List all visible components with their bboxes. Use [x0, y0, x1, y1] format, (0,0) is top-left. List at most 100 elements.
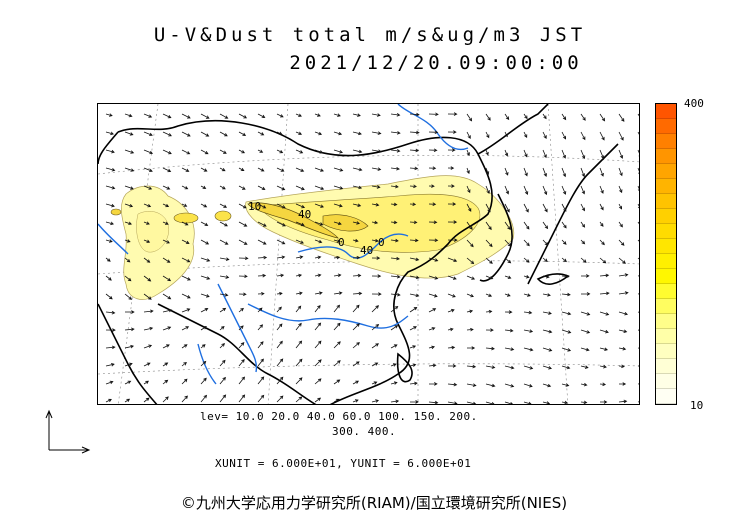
- wind-vector: [409, 400, 419, 404]
- wind-vector: [599, 257, 607, 264]
- wind-vector: [333, 185, 344, 190]
- wind-vector: [504, 275, 512, 279]
- wind-vector: [295, 255, 304, 260]
- wind-vector: [580, 292, 591, 296]
- wind-vector: [542, 347, 553, 352]
- wind-vector: [105, 203, 115, 208]
- colorbar-segment: [656, 314, 676, 329]
- wind-vector: [257, 394, 265, 403]
- rivers: [98, 104, 469, 385]
- wind-vector: [580, 113, 586, 121]
- wind-vector: [219, 293, 229, 297]
- wind-vector: [238, 167, 245, 171]
- wind-vector: [428, 257, 439, 262]
- wind-vector: [447, 401, 458, 404]
- wind-vector: [599, 239, 605, 246]
- wind-vector: [276, 149, 284, 154]
- colorbar-segment: [656, 239, 676, 254]
- wind-vector: [257, 255, 268, 260]
- wind-vector: [371, 343, 379, 349]
- wind-vector: [390, 202, 398, 207]
- wind-vector: [485, 257, 493, 264]
- vector-units: XUNIT = 6.000E+01, YUNIT = 6.000E+01: [215, 457, 472, 470]
- contour-label: 10: [248, 200, 261, 213]
- wind-vector: [637, 167, 639, 174]
- wind-vector: [390, 344, 398, 349]
- wind-vector: [162, 344, 170, 349]
- wind-vector: [409, 166, 419, 171]
- colorbar-segment: [656, 134, 676, 149]
- wind-vector: [409, 275, 420, 280]
- wind-vector: [219, 131, 228, 137]
- wind-vector: [238, 274, 248, 279]
- wind-vector: [618, 346, 627, 351]
- wind-vector: [618, 167, 623, 177]
- wind-vector: [143, 221, 150, 225]
- wind-vector: [162, 203, 170, 208]
- wind-vector: [333, 322, 341, 331]
- colorbar-segment: [656, 329, 676, 344]
- colorbar-segment: [656, 179, 676, 194]
- wind-vector: [504, 383, 515, 388]
- wind-vector: [447, 345, 456, 350]
- wind-vector: [219, 394, 227, 403]
- wind-vector: [181, 378, 188, 385]
- wind-vector: [580, 311, 591, 316]
- wind-vector: [580, 257, 587, 263]
- wind-vector: [447, 257, 458, 262]
- wind-vector: [238, 325, 244, 331]
- wind-vector: [276, 395, 284, 403]
- wind-vector: [428, 238, 439, 243]
- wind-vector: [637, 329, 639, 331]
- wind-vector: [276, 376, 284, 385]
- colorbar-max-label: 400: [684, 97, 704, 110]
- wind-vector: [466, 383, 477, 387]
- wind-vector: [162, 221, 169, 225]
- wind-vector: [371, 185, 381, 189]
- wind-vector: [618, 311, 629, 316]
- wind-vector: [124, 131, 134, 136]
- wind-vector: [618, 185, 623, 194]
- wind-vector: [162, 257, 171, 263]
- wind-vector: [371, 362, 379, 367]
- wind-vector: [162, 379, 169, 385]
- wind-vector: [200, 257, 211, 262]
- wind-vector: [390, 220, 398, 225]
- wind-vector: [466, 131, 471, 140]
- wind-vector: [618, 364, 625, 369]
- wind-vector: [371, 399, 379, 403]
- wind-vector: [504, 203, 510, 213]
- wind-vector: [371, 256, 381, 260]
- wind-vector: [219, 342, 226, 349]
- wind-vector: [352, 113, 361, 117]
- wind-vector: [447, 202, 457, 206]
- wind-vector: [333, 203, 343, 208]
- wind-vector: [599, 131, 605, 141]
- wind-vector: [276, 358, 284, 367]
- wind-vector: [409, 220, 418, 225]
- wind-vector: [428, 220, 438, 224]
- wind-vector: [105, 345, 116, 350]
- wind-vector: [238, 185, 246, 190]
- wind-vector: [181, 257, 191, 263]
- wind-vector: [542, 113, 547, 120]
- wind-vector: [542, 311, 552, 315]
- wind-vector: [352, 167, 363, 172]
- wind-vector: [371, 292, 382, 296]
- wind-vector: [314, 397, 322, 403]
- wind-vector: [428, 112, 439, 117]
- wind-vector: [352, 323, 360, 331]
- wind-vector: [257, 149, 264, 153]
- wind-vector: [485, 365, 496, 369]
- wind-vector: [580, 149, 586, 159]
- wind-vector: [542, 293, 551, 297]
- wind-vector: [143, 113, 153, 118]
- wind-vector: [371, 149, 382, 153]
- wind-vector: [542, 239, 549, 246]
- wind-vector: [200, 149, 209, 155]
- colorbar-segment: [656, 299, 676, 314]
- wind-vector: [219, 326, 225, 331]
- wind-vector: [105, 257, 111, 262]
- wind-vector: [105, 149, 115, 154]
- wind-vector: [124, 293, 133, 300]
